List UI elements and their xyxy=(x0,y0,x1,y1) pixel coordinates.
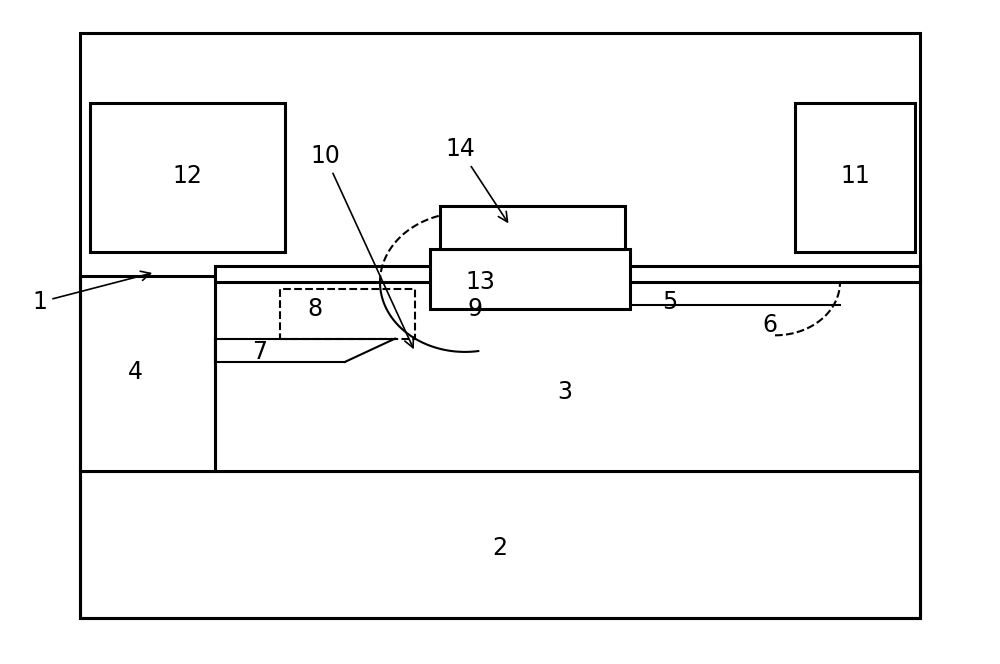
Text: 7: 7 xyxy=(252,340,268,364)
Text: 2: 2 xyxy=(492,536,508,560)
Text: 5: 5 xyxy=(662,290,678,314)
Text: 4: 4 xyxy=(128,360,143,384)
Text: 3: 3 xyxy=(558,380,572,404)
Bar xyxy=(80,276,215,471)
Bar xyxy=(80,471,920,618)
Text: 12: 12 xyxy=(172,164,202,188)
Bar xyxy=(280,289,415,339)
Text: 14: 14 xyxy=(445,137,507,222)
Text: 10: 10 xyxy=(310,144,413,348)
Bar xyxy=(80,33,920,618)
Bar xyxy=(795,103,915,252)
Text: 1: 1 xyxy=(33,271,151,314)
Text: 13: 13 xyxy=(465,270,495,294)
Bar xyxy=(215,276,920,471)
Text: 6: 6 xyxy=(763,313,778,337)
Bar xyxy=(430,249,630,309)
Bar xyxy=(440,206,625,249)
Bar xyxy=(215,266,920,282)
Text: 9: 9 xyxy=(468,297,482,321)
Text: 11: 11 xyxy=(840,164,870,188)
Text: 8: 8 xyxy=(307,297,323,321)
Bar xyxy=(90,103,285,252)
